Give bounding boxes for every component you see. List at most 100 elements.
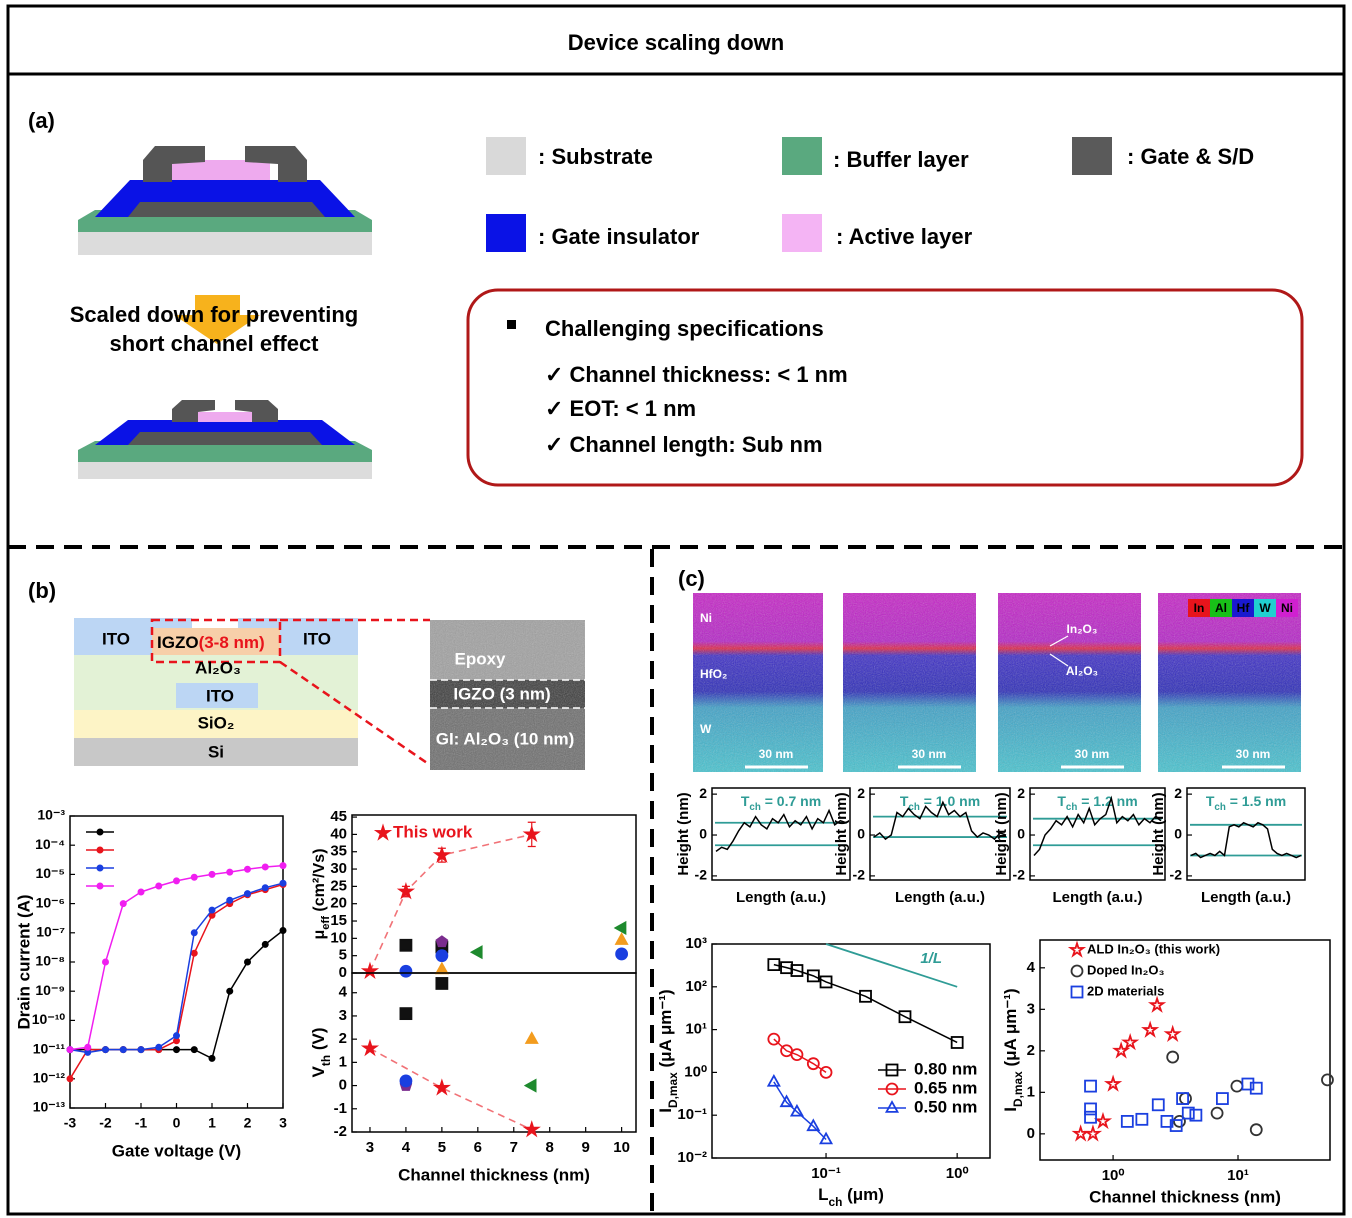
chart-title-part: ch bbox=[1214, 802, 1225, 813]
x-tick-label: 10⁻¹ bbox=[811, 1165, 841, 1182]
x-axis-label: Channel thickness (nm) bbox=[398, 1165, 590, 1184]
gate bbox=[128, 432, 322, 445]
element-swatch bbox=[1232, 599, 1254, 617]
y-axis-label-part: (μA μm⁻¹) bbox=[1001, 988, 1020, 1071]
layer-label: ITO bbox=[206, 686, 234, 705]
si-layer bbox=[74, 738, 358, 766]
x-tick-label: 1 bbox=[208, 1115, 216, 1131]
data-point bbox=[1135, 1112, 1149, 1126]
y-tick-label: 2 bbox=[699, 785, 707, 801]
data-point bbox=[789, 1103, 804, 1117]
x-axis-label-part: (μm) bbox=[842, 1185, 884, 1204]
data-point bbox=[522, 824, 541, 843]
data-point bbox=[226, 868, 234, 876]
data-point bbox=[137, 888, 145, 896]
y-tick-label: 2 bbox=[857, 785, 865, 801]
y-tick-label: 10¹ bbox=[685, 1021, 707, 1038]
header-title: Device scaling down bbox=[568, 30, 784, 55]
x-tick-label: 0 bbox=[173, 1115, 181, 1131]
data-point bbox=[66, 1046, 74, 1054]
drain bbox=[245, 146, 307, 182]
scale-bar-label: 30 nm bbox=[1236, 747, 1271, 761]
y-tick-label: 10³ bbox=[685, 935, 707, 952]
scale-bar-label: 30 nm bbox=[759, 747, 794, 761]
data-point bbox=[190, 929, 198, 937]
data-point bbox=[767, 1032, 781, 1046]
scale-bar-label: 30 nm bbox=[912, 747, 947, 761]
data-point bbox=[779, 1094, 794, 1108]
y-tick-label: 10⁰ bbox=[684, 1063, 707, 1080]
y-tick-label: 10⁻¹ bbox=[677, 1106, 707, 1123]
data-point bbox=[261, 884, 269, 892]
spec-item: ✓ Channel thickness: < 1 nm bbox=[545, 362, 848, 387]
data-point bbox=[1179, 1092, 1192, 1105]
y-axis-label: ID,max (μA μm⁻¹) bbox=[656, 989, 680, 1112]
y-tick-label: 2 bbox=[1174, 785, 1182, 801]
layer-label-part: (3-8 nm) bbox=[199, 633, 265, 652]
legend-text: : Gate & S/D bbox=[1127, 144, 1254, 169]
legend-marker bbox=[1070, 964, 1084, 978]
data-point bbox=[261, 863, 269, 871]
legend-text: 0.50 nm bbox=[914, 1097, 977, 1116]
legend-marker bbox=[885, 1082, 899, 1096]
data-point bbox=[102, 958, 110, 966]
element-swatch bbox=[1210, 599, 1232, 617]
chart-title-part: = 1.5 nm bbox=[1226, 793, 1286, 809]
y-axis-label-part: D,max bbox=[1011, 1071, 1025, 1107]
scale-down-arrow bbox=[174, 295, 260, 344]
data-point bbox=[66, 1075, 74, 1083]
y-tick-label: 2 bbox=[339, 1030, 347, 1047]
legend-text: Doped In₂O₃ bbox=[1087, 962, 1165, 977]
y-tick-label: 0 bbox=[1017, 826, 1025, 842]
panel-label: (b) bbox=[28, 578, 56, 603]
data-point bbox=[399, 1074, 413, 1088]
data-point bbox=[1151, 1098, 1165, 1112]
legend-marker bbox=[96, 846, 104, 854]
y-tick-label: 30 bbox=[330, 860, 347, 877]
y-tick-label: -2 bbox=[1170, 867, 1183, 883]
y-axis-label: Vth (V) bbox=[309, 1028, 333, 1078]
data-point bbox=[399, 1007, 413, 1021]
element-label: W bbox=[1259, 601, 1271, 615]
tem-label: Epoxy bbox=[454, 649, 506, 668]
chart-title: Tch = 1.2 nm bbox=[1057, 793, 1137, 813]
chart-title-part: = 1.0 nm bbox=[920, 793, 980, 809]
data-point bbox=[766, 1073, 781, 1087]
x-tick-label: 7 bbox=[510, 1139, 518, 1156]
data-point bbox=[1210, 1106, 1224, 1120]
data-point bbox=[522, 1120, 541, 1138]
legend-swatch bbox=[782, 137, 822, 175]
igzo-layer bbox=[152, 628, 280, 655]
y-tick-label: 10⁻⁷ bbox=[36, 924, 65, 940]
y-tick-label: 5 bbox=[339, 947, 347, 964]
x-tick-label: 10⁰ bbox=[1102, 1167, 1125, 1184]
data-point bbox=[243, 865, 251, 873]
data-point bbox=[1093, 1111, 1113, 1130]
panel-label: (a) bbox=[28, 108, 55, 133]
data-point bbox=[1321, 1073, 1334, 1087]
series-line bbox=[715, 808, 847, 852]
fit-line bbox=[369, 833, 532, 972]
y-axis-label: Height (nm) bbox=[675, 792, 692, 875]
y-axis-label-part: μ bbox=[311, 930, 328, 940]
x-axis-label: Gate voltage (V) bbox=[112, 1141, 241, 1160]
y-tick-label: 25 bbox=[330, 877, 347, 894]
layer-label: Si bbox=[208, 742, 224, 761]
plot-frame bbox=[351, 972, 637, 1133]
x-axis-label-part: L bbox=[818, 1185, 828, 1204]
y-tick-label: 10⁻⁸ bbox=[35, 953, 65, 969]
eds-label: In₂O₃ bbox=[1067, 622, 1098, 636]
zoom-box bbox=[150, 618, 282, 664]
data-point bbox=[155, 882, 163, 890]
y-tick-label: 1 bbox=[1027, 1083, 1035, 1100]
x-axis-label: Length (a.u.) bbox=[1053, 889, 1143, 906]
data-point bbox=[172, 877, 180, 885]
y-tick-label: 15 bbox=[330, 912, 347, 929]
y-axis-label-part: D,max bbox=[666, 1072, 680, 1108]
eds-label: W bbox=[700, 722, 712, 736]
pointer bbox=[1049, 635, 1069, 647]
tem-label: GI: Al₂O₃ (10 nm) bbox=[436, 729, 575, 748]
data-point bbox=[434, 961, 449, 975]
chart-title-part: = 0.7 nm bbox=[761, 793, 821, 809]
